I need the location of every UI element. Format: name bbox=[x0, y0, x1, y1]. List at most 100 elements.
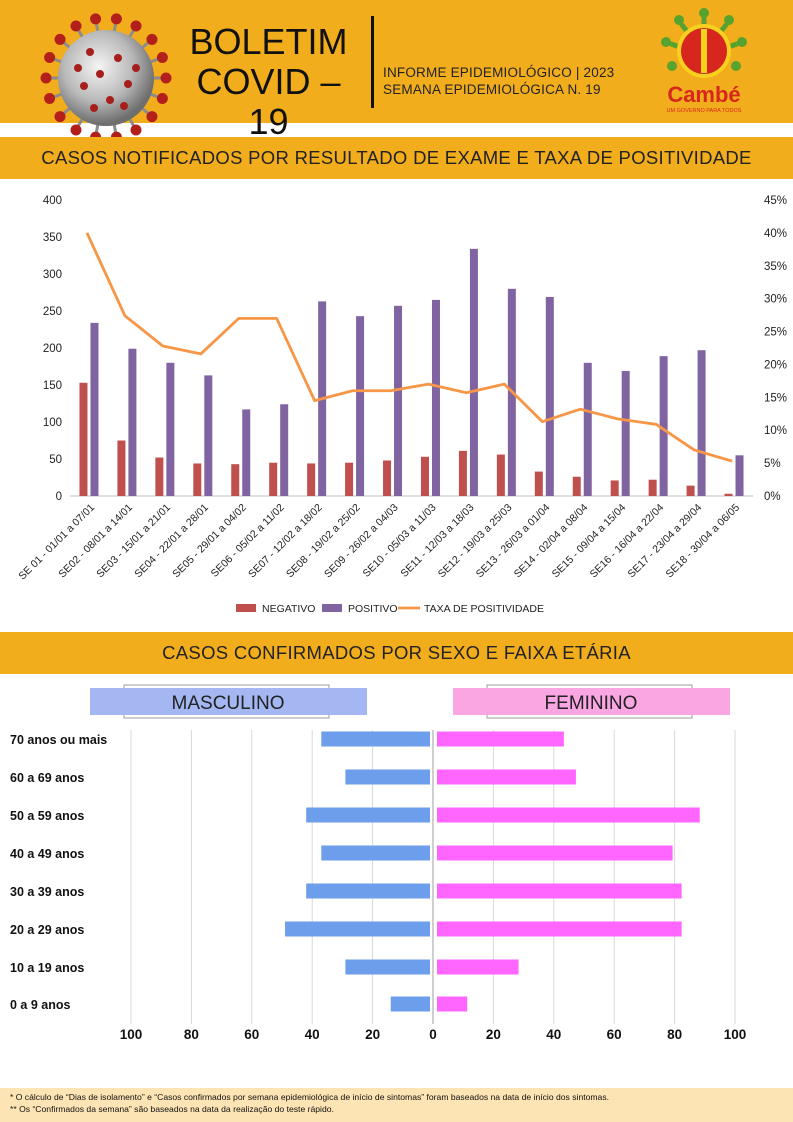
bar-masculino bbox=[285, 921, 430, 937]
y2-tick-label: 30% bbox=[764, 294, 787, 306]
bar-positivo bbox=[356, 316, 365, 496]
header-banner: BOLETIM COVID – 19 INFORME EPIDEMIOLÓGIC… bbox=[0, 0, 793, 143]
age-group-label: 10 a 19 anos bbox=[10, 961, 84, 975]
age-group-label: 40 a 49 anos bbox=[10, 847, 84, 861]
age-group-label: 70 anos ou mais bbox=[10, 733, 107, 747]
bar-masculino bbox=[321, 731, 430, 747]
virus-spike-tip bbox=[156, 93, 168, 105]
logo-text: Cambé bbox=[667, 82, 740, 107]
bar-masculino bbox=[306, 807, 430, 823]
y2-tick-label: 10% bbox=[764, 425, 787, 437]
x-tick-label: SE04 - 22/01 a 28/01 bbox=[132, 502, 211, 581]
virus-spike-tip bbox=[160, 72, 172, 84]
virus-spike-tip bbox=[54, 111, 66, 123]
virus-spot bbox=[120, 102, 128, 110]
legend-label: POSITIVO bbox=[348, 603, 398, 615]
x-tick-label: 40 bbox=[546, 1027, 561, 1042]
bar-positivo bbox=[735, 455, 744, 496]
y2-tick-label: 5% bbox=[764, 458, 781, 470]
bar-masculino bbox=[306, 883, 430, 899]
bar-negativo bbox=[117, 440, 126, 496]
x-tick-label: SE10 - 05/03 a 11/03 bbox=[360, 502, 438, 580]
virus-spike-tip bbox=[130, 20, 142, 32]
section-title-notified-cases: CASOS NOTIFICADOS POR RESULTADO DE EXAME… bbox=[0, 137, 793, 179]
y-tick-label: 350 bbox=[43, 232, 62, 244]
virus-spike-tip bbox=[146, 111, 158, 123]
legend-swatch bbox=[236, 604, 256, 612]
x-tick-label: SE05 - 29/01 a 04/02 bbox=[170, 502, 249, 581]
virus-spike-tip bbox=[70, 124, 82, 136]
title-divider bbox=[371, 16, 374, 108]
virus-spot bbox=[132, 64, 140, 72]
section-title-confirmed-cases: CASOS CONFIRMADOS POR SEXO E FAIXA ETÁRI… bbox=[0, 632, 793, 674]
bar-negativo bbox=[307, 463, 316, 496]
x-tick-label: 80 bbox=[667, 1027, 682, 1042]
bar-negativo bbox=[231, 464, 240, 496]
bar-positivo bbox=[545, 296, 554, 496]
virus-spot bbox=[80, 82, 88, 90]
bar-masculino bbox=[345, 959, 430, 975]
bar-negativo bbox=[383, 460, 392, 496]
y-tick-label: 400 bbox=[43, 195, 62, 207]
x-tick-label: SE15 - 09/04 a 15/04 bbox=[550, 502, 629, 581]
bar-masculino bbox=[390, 996, 430, 1012]
line-taxa-positividade bbox=[85, 232, 733, 463]
bar-negativo bbox=[534, 471, 543, 496]
virus-spike-tip bbox=[40, 72, 52, 84]
x-tick-label: SE18 - 30/04 a 06/05 bbox=[663, 502, 742, 581]
x-tick-label: SE02 - 08/01 a 14/01 bbox=[56, 502, 135, 581]
x-tick-label: SE06 - 05/02 a 11/02 bbox=[209, 502, 287, 580]
notified-cases-chart: 0 50 100 150 200 250 300 350 400 0% 5% 10% 15% 20% 25%… bbox=[16, 195, 787, 615]
bar-positivo bbox=[431, 299, 440, 496]
feminino-header bbox=[453, 688, 730, 715]
virus-spike-tip bbox=[70, 20, 82, 32]
x-tick-label: SE08 - 19/02 a 25/02 bbox=[284, 502, 363, 581]
virus-spike-tip bbox=[146, 33, 158, 45]
x-tick-label: 80 bbox=[184, 1027, 199, 1042]
y2-tick-label: 45% bbox=[764, 195, 787, 207]
virus-spike-tip bbox=[90, 13, 102, 25]
virus-spike-tip bbox=[44, 93, 56, 105]
y2-tick-label: 0% bbox=[764, 491, 781, 503]
bar-masculino bbox=[321, 845, 430, 861]
y-tick-label: 200 bbox=[43, 343, 62, 355]
virus-spot bbox=[124, 80, 132, 88]
y-tick-label: 100 bbox=[43, 417, 62, 429]
bar-positivo bbox=[280, 404, 289, 496]
x-tick-label: 60 bbox=[607, 1027, 622, 1042]
virus-spot bbox=[74, 64, 82, 72]
x-tick-label: SE03 - 15/01 a 21/01 bbox=[94, 502, 173, 581]
footnote-2: ** Os “Confirmados da semana” são basead… bbox=[10, 1104, 334, 1114]
age-group-label: 50 a 59 anos bbox=[10, 809, 84, 823]
bar-negativo bbox=[724, 493, 733, 496]
y2-tick-label: 35% bbox=[764, 261, 787, 273]
y-tick-label: 250 bbox=[43, 306, 62, 318]
x-tick-label: SE13 - 26/03 a 01/04 bbox=[474, 502, 553, 581]
y-tick-label: 50 bbox=[49, 454, 62, 466]
bar-negativo bbox=[496, 454, 505, 496]
age-group-label: 0 a 9 anos bbox=[10, 998, 70, 1012]
age-group-label: 30 a 39 anos bbox=[10, 885, 84, 899]
virus-spot bbox=[86, 48, 94, 56]
cambe-logo: Cambé UM GOVERNO PARA TODOS bbox=[661, 8, 747, 114]
bar-feminino bbox=[437, 807, 700, 823]
y-tick-label: 0 bbox=[56, 491, 62, 503]
virus-spike-tip bbox=[54, 33, 66, 45]
x-tick-label: SE12 - 19/03 a 25/03 bbox=[436, 502, 515, 581]
footnotes: * O cálculo de “Dias de isolamento” e “C… bbox=[0, 1088, 793, 1122]
x-tick-label: 40 bbox=[305, 1027, 320, 1042]
x-tick-label: SE17 - 23/04 a 29/04 bbox=[626, 502, 705, 581]
bar-positivo bbox=[394, 305, 403, 496]
y2-tick-label: 15% bbox=[764, 392, 787, 404]
y-tick-label: 150 bbox=[43, 380, 62, 392]
bar-positivo bbox=[242, 409, 251, 496]
y2-tick-label: 25% bbox=[764, 327, 787, 339]
bulletin-subtitle: INFORME EPIDEMIOLÓGICO | 2023 SEMANA EPI… bbox=[383, 64, 614, 98]
x-tick-label: 100 bbox=[724, 1027, 747, 1042]
bar-negativo bbox=[345, 462, 354, 496]
bar-feminino bbox=[437, 769, 576, 785]
footnote-1: * O cálculo de “Dias de isolamento” e “C… bbox=[10, 1092, 610, 1102]
bar-positivo bbox=[659, 356, 668, 496]
x-tick-label: 100 bbox=[120, 1027, 143, 1042]
bar-feminino bbox=[437, 996, 468, 1012]
